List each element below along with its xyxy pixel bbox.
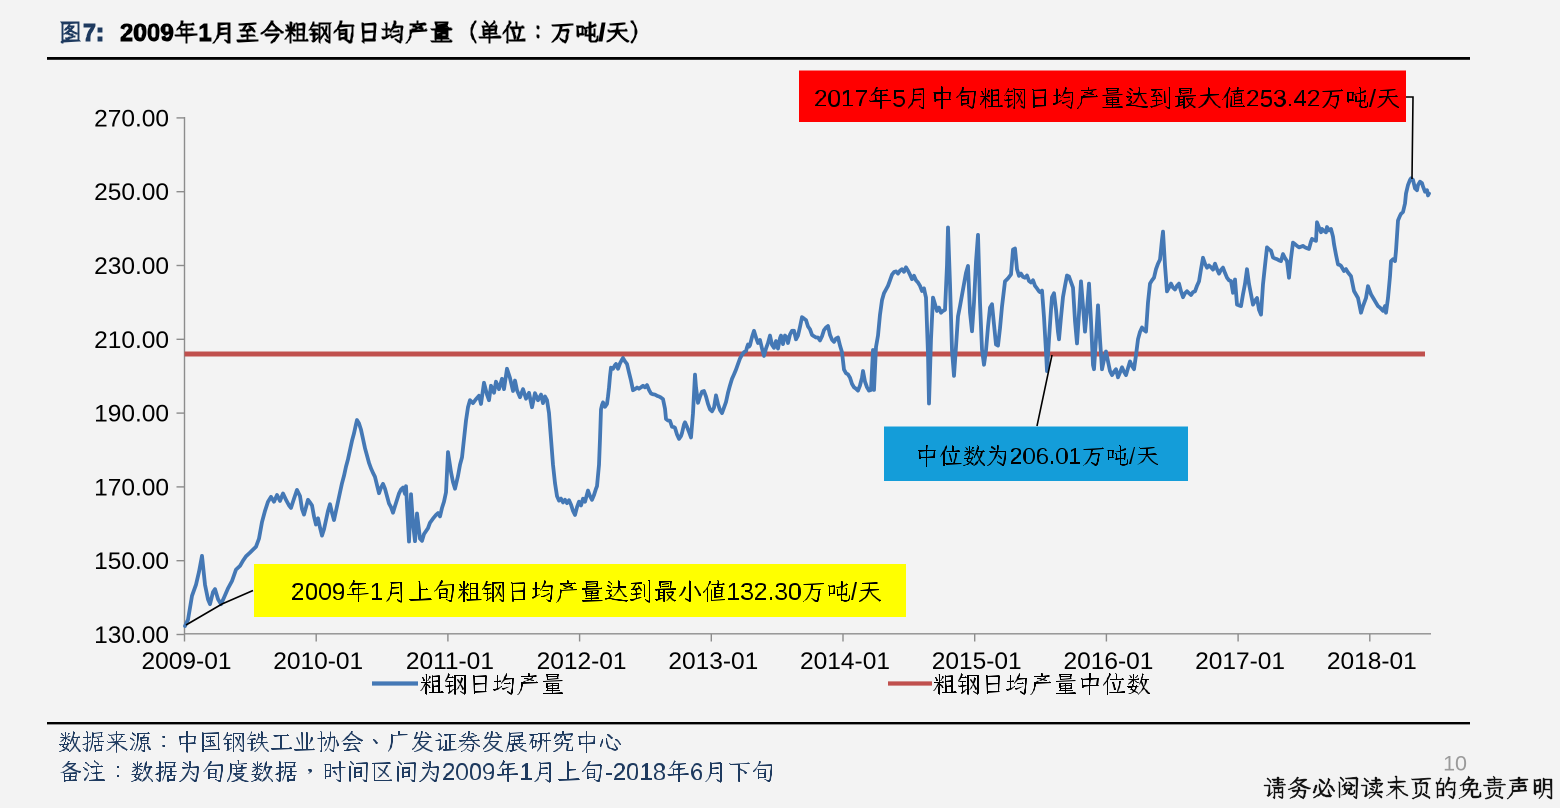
svg-text:10: 10 bbox=[1443, 752, 1467, 776]
svg-text:2014-01: 2014-01 bbox=[800, 648, 890, 675]
svg-text:2010-01: 2010-01 bbox=[273, 648, 363, 675]
svg-text:150.00: 150.00 bbox=[94, 548, 169, 575]
svg-text:2012-01: 2012-01 bbox=[537, 648, 627, 675]
svg-text:2016-01: 2016-01 bbox=[1063, 648, 1153, 675]
svg-text:270.00: 270.00 bbox=[94, 105, 169, 132]
svg-text:2017-01: 2017-01 bbox=[1195, 648, 1285, 675]
svg-text:2015-01: 2015-01 bbox=[932, 648, 1022, 675]
svg-text:2018-01: 2018-01 bbox=[1327, 648, 1417, 675]
svg-text:250.00: 250.00 bbox=[94, 179, 169, 206]
svg-text:2011-01: 2011-01 bbox=[406, 648, 494, 675]
svg-text:2009-01: 2009-01 bbox=[142, 648, 232, 675]
svg-text:2013-01: 2013-01 bbox=[668, 648, 758, 675]
svg-text:190.00: 190.00 bbox=[94, 401, 169, 428]
svg-text:130.00: 130.00 bbox=[94, 622, 169, 649]
svg-text:210.00: 210.00 bbox=[94, 327, 169, 354]
svg-text:230.00: 230.00 bbox=[94, 253, 169, 280]
svg-text:170.00: 170.00 bbox=[94, 474, 169, 501]
